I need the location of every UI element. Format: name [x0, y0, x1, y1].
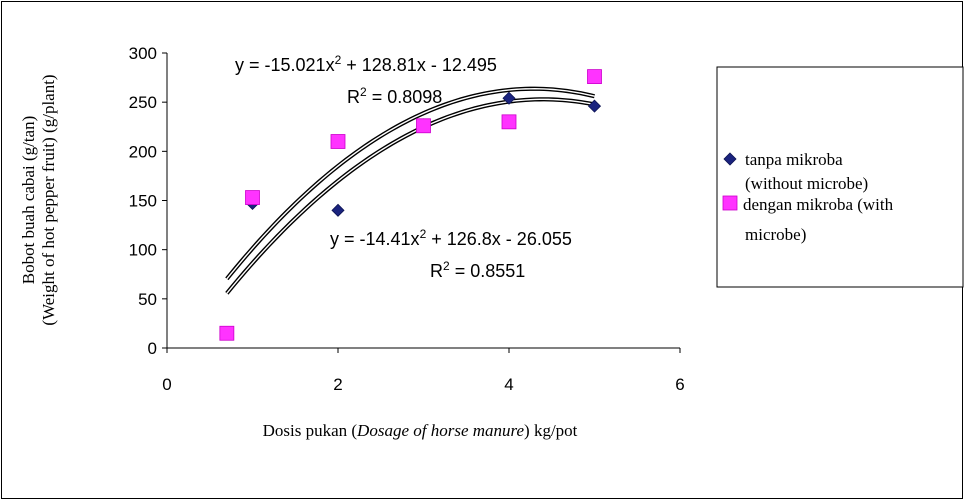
y-tick-label: 0	[148, 339, 157, 358]
point-with-microbe	[501, 114, 517, 130]
y-tick-label: 200	[129, 142, 157, 161]
y-tick-label: 300	[129, 44, 157, 63]
legend-label-with-microbe-line2: microbe)	[745, 225, 806, 244]
r2-without-microbe: R2 = 0.8551	[430, 259, 525, 281]
x-tick-label: 4	[504, 375, 513, 394]
y-tick-label: 250	[129, 93, 157, 112]
r2-with-microbe: R2 = 0.8098	[347, 85, 442, 107]
trendline-inner-1	[226, 88, 595, 280]
legend-label-without-microbe-line2: (without microbe)	[745, 174, 868, 193]
point-with-microbe	[330, 134, 346, 149]
y-tick-label: 50	[138, 290, 157, 309]
y-tick-label: 150	[129, 192, 157, 211]
legend: tanpa mikroba (without microbe) dengan m…	[716, 66, 964, 288]
legend-label-with-microbe-line1: dengan mikroba (with	[743, 195, 894, 214]
axes: 0 50 100 150 200 250 300 0 2 4 6	[129, 44, 685, 394]
trendline-outer-0	[225, 97, 595, 295]
legend-marker-square-icon	[722, 195, 738, 211]
point-with-microbe	[587, 69, 602, 84]
point-without-microbe	[587, 99, 602, 113]
trendline-outer-1	[225, 86, 595, 281]
data-points	[219, 69, 602, 341]
x-tick-label: 0	[162, 375, 171, 394]
y-axis-title-line1: Bobot buah cabai (g/tan)	[19, 116, 38, 285]
equation-without-microbe: y = -14.41x2 + 126.8x - 26.055	[330, 227, 572, 249]
x-tick-label: 6	[675, 375, 684, 394]
legend-marker-diamond-icon	[723, 152, 737, 166]
x-tick-label: 2	[333, 375, 342, 394]
trendline-inner-0	[226, 98, 595, 294]
y-tick-label: 100	[129, 241, 157, 260]
legend-label-without-microbe-line1: tanpa mikroba	[745, 150, 843, 169]
y-axis-title-line2: (Weight of hot pepper fruit) (g/plant)	[39, 74, 58, 325]
point-with-microbe	[219, 325, 235, 341]
point-with-microbe	[245, 190, 260, 205]
point-without-microbe	[502, 91, 516, 105]
trendlines	[225, 86, 595, 295]
x-axis-title: Dosis pukan (Dosage of horse manure) kg/…	[263, 421, 578, 440]
legend-box	[716, 66, 964, 288]
equation-with-microbe: y = -15.021x2 + 128.81x - 12.495	[235, 53, 497, 75]
point-without-microbe	[331, 203, 345, 217]
point-with-microbe	[416, 118, 431, 134]
